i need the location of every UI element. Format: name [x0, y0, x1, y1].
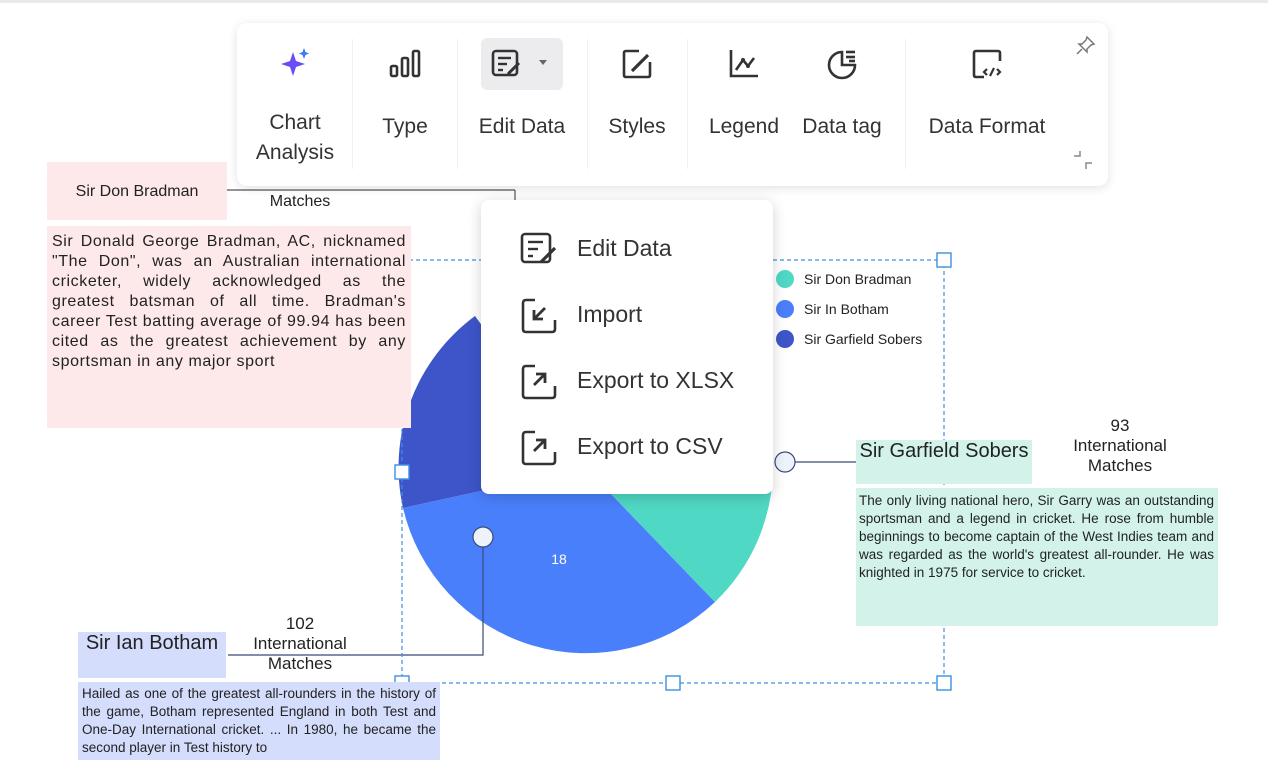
chart-analysis-label: Chart Analysis [255, 111, 335, 164]
styles-icon [611, 38, 663, 90]
legend-label: Sir In Botham [804, 301, 889, 317]
styles-button[interactable]: Styles [597, 38, 677, 173]
menu-item-edit-data[interactable]: Edit Data [519, 226, 759, 274]
legend-swatch [776, 330, 794, 348]
legend-icon [718, 38, 770, 90]
sobers-stat-value: 93 [1110, 416, 1130, 435]
data-tag-button[interactable]: Data tag [792, 38, 892, 173]
bradman-description[interactable]: Sir Donald George Bradman, AC, nicknamed… [47, 226, 411, 428]
edit-data-icon [520, 232, 557, 264]
legend-item[interactable]: Sir Garfield Sobers [776, 324, 922, 354]
toolbar-divider [457, 39, 458, 169]
botham-description[interactable]: Hailed as one of the greatest all-rounde… [78, 682, 440, 760]
collapse-icon[interactable] [1072, 149, 1094, 176]
type-button[interactable]: Type [365, 38, 445, 173]
sobers-name: Sir Garfield Sobers [859, 440, 1029, 462]
legend-label: Legend [708, 115, 780, 138]
botham-connector [228, 537, 484, 656]
edit-data-menu: Edit Data Import Export to XLSX Export t… [481, 200, 773, 494]
legend-label: Sir Garfield Sobers [804, 331, 923, 347]
bradman-name: Sir Don Bradman [75, 183, 199, 200]
bradman-name-box[interactable]: Sir Don Bradman [47, 162, 227, 220]
menu-item-export-xlsx[interactable]: Export to XLSX [519, 358, 759, 406]
data-format-label: Data Format [928, 115, 1046, 138]
data-format-button[interactable]: Data Format [917, 38, 1057, 173]
bradman-desc-text: Sir Donald George Bradman, AC, nicknamed… [52, 233, 406, 370]
legend-label: Sir Don Bradman [804, 271, 912, 287]
botham-name: Sir Ian Botham [85, 632, 219, 654]
menu-item-label: Export to XLSX [577, 367, 735, 393]
toolbar-divider [352, 39, 353, 169]
pin-icon[interactable] [1074, 35, 1096, 62]
edit-data-label: Edit Data [478, 115, 566, 138]
resize-handle-br [936, 675, 952, 691]
chart-toolbar: Chart Analysis Type Edit Data Styles Leg… [237, 23, 1108, 186]
edit-data-icon [481, 38, 563, 90]
export-icon [521, 364, 557, 400]
import-icon [521, 298, 557, 334]
toolbar-divider [905, 39, 906, 169]
botham-stat-value: 102 [285, 614, 315, 633]
botham-anchor [472, 526, 494, 548]
sobers-name-box[interactable]: Sir Garfield Sobers [856, 440, 1032, 484]
botham-name-box[interactable]: Sir Ian Botham [78, 632, 226, 678]
menu-item-label: Import [577, 301, 643, 327]
menu-item-label: Export to CSV [577, 433, 723, 459]
legend-item[interactable]: Sir In Botham [776, 294, 922, 324]
legend-swatch [776, 300, 794, 318]
bar-chart-icon [379, 38, 431, 90]
resize-handle-ml [394, 464, 410, 480]
menu-item-label: Edit Data [577, 235, 672, 261]
export-icon [521, 430, 557, 466]
toolbar-divider [687, 39, 688, 169]
chart-legend[interactable]: Sir Don Bradman Sir In Botham Sir Garfie… [776, 264, 922, 354]
window-top-border [0, 0, 1268, 3]
sobers-stat: 93 International Matches [1050, 416, 1190, 476]
resize-handle-bm [665, 675, 681, 691]
sparkle-icon [269, 38, 321, 90]
sobers-stat-label: International Matches [1073, 436, 1167, 475]
pie-slice-bradman [586, 460, 774, 602]
toolbar-divider [587, 39, 588, 169]
edit-data-button[interactable]: Edit Data [467, 38, 577, 173]
data-tag-icon [816, 38, 868, 90]
bradman-stat-label: Matches [269, 193, 331, 210]
botham-stat-label: International Matches [253, 634, 347, 673]
data-format-icon [961, 38, 1013, 90]
sobers-description[interactable]: The only living national hero, Sir Garry… [856, 488, 1218, 626]
chart-analysis-button[interactable]: Chart Analysis [245, 38, 345, 173]
menu-item-import[interactable]: Import [519, 292, 759, 340]
data-tag-label: Data tag [802, 115, 882, 138]
sobers-desc-text: The only living national hero, Sir Garry… [859, 493, 1214, 580]
botham-desc-text: Hailed as one of the greatest all-rounde… [82, 686, 436, 755]
pie-data-label: 18 [551, 551, 567, 567]
legend-item[interactable]: Sir Don Bradman [776, 264, 922, 294]
sobers-anchor [774, 451, 796, 473]
styles-label: Styles [608, 115, 666, 138]
resize-handle-tr [936, 252, 952, 268]
botham-stat: 102 International Matches [230, 614, 370, 674]
legend-swatch [776, 270, 794, 288]
type-label: Type [382, 115, 428, 138]
bradman-stat: Matches [240, 192, 360, 214]
legend-button[interactable]: Legend [699, 38, 789, 173]
pie-slice-botham [403, 468, 715, 654]
menu-item-export-csv[interactable]: Export to CSV [519, 424, 759, 472]
